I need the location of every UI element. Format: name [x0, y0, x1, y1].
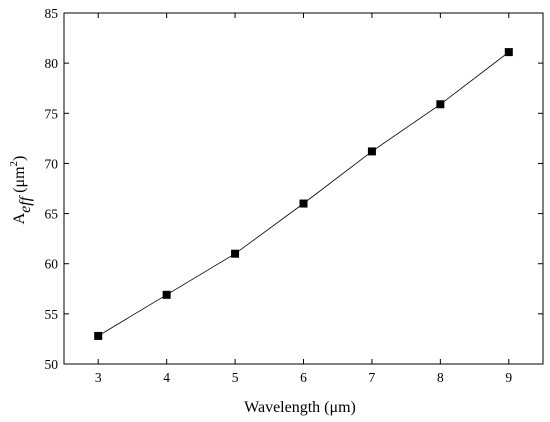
y-axis-label-base: A: [11, 212, 28, 224]
x-tick-label: 6: [300, 370, 307, 385]
data-point-marker: [94, 331, 103, 340]
plot-frame: [63, 12, 544, 365]
x-axis-ticks: 3 4 5 6 7 8 9: [95, 13, 512, 385]
series-group: [94, 48, 513, 340]
x-tick-label: 5: [232, 370, 239, 385]
y-axis-label: Aeff (μm2): [8, 156, 34, 225]
y-axis-ticks: 50 55 60 65 70 75 80 85: [45, 6, 543, 372]
series-line: [97, 51, 510, 337]
x-tick-label: 7: [369, 370, 376, 385]
plot-area-border: [63, 12, 544, 365]
y-tick-label: 85: [45, 6, 59, 21]
y-tick-label: 60: [45, 257, 59, 272]
y-tick-label: 70: [45, 156, 59, 171]
y-tick-label: 50: [45, 357, 59, 372]
x-tick-label: 4: [163, 370, 170, 385]
data-point-marker: [299, 199, 308, 208]
y-tick-label: 65: [45, 207, 59, 222]
x-axis-label: Wavelength (μm): [244, 399, 356, 416]
y-tick-label: 75: [45, 106, 59, 121]
data-point-marker: [367, 147, 376, 156]
y-axis-label-superscript: 2: [8, 161, 20, 167]
x-tick-label: 9: [505, 370, 512, 385]
y-axis-label-close: ): [11, 156, 28, 161]
y-axis-label-subscript: eff: [17, 194, 34, 213]
data-point-marker: [436, 100, 445, 109]
data-point-marker: [504, 48, 513, 57]
data-point-marker: [231, 249, 240, 258]
y-tick-label: 55: [45, 307, 59, 322]
x-tick-label: 8: [437, 370, 444, 385]
x-tick-label: 3: [95, 370, 102, 385]
data-point-marker: [162, 290, 171, 299]
y-axis-label-unit: (μm: [11, 166, 28, 197]
y-tick-label: 80: [45, 56, 59, 71]
